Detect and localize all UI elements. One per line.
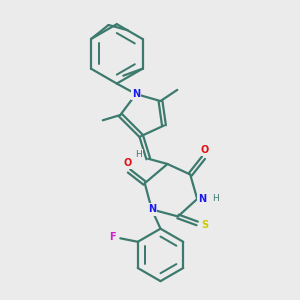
- Text: F: F: [109, 232, 116, 242]
- Text: N: N: [198, 194, 206, 204]
- Text: H: H: [135, 150, 142, 159]
- Text: H: H: [212, 194, 219, 203]
- Text: O: O: [123, 158, 131, 168]
- Text: S: S: [201, 220, 208, 230]
- Text: N: N: [132, 89, 140, 99]
- Text: N: N: [148, 204, 156, 214]
- Text: O: O: [200, 145, 208, 155]
